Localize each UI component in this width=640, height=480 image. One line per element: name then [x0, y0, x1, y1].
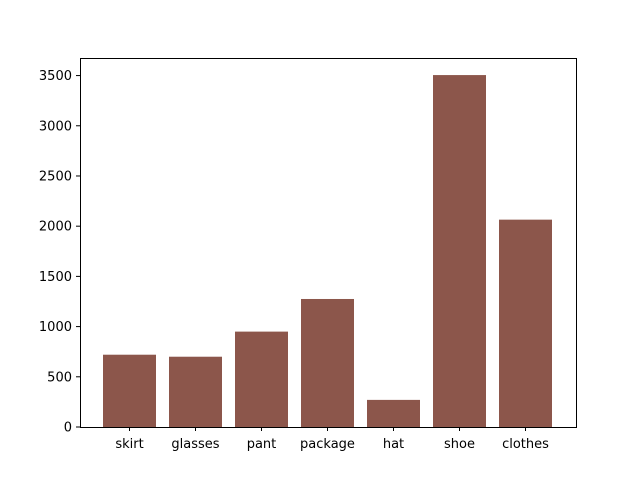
y-tick-label: 3000 — [39, 119, 72, 134]
x-tick-label: glasses — [171, 437, 219, 452]
bar-package — [301, 298, 354, 427]
x-tick-label: hat — [383, 437, 404, 452]
bar-glasses — [169, 356, 222, 427]
bar-pant — [235, 331, 288, 427]
y-tick-label: 1000 — [39, 320, 72, 335]
y-tick-label: 1500 — [39, 270, 72, 285]
bar-skirt — [103, 354, 156, 427]
y-tick-label: 2000 — [39, 220, 72, 235]
y-tick-label: 2500 — [39, 169, 72, 184]
y-tick-label: 500 — [47, 370, 72, 385]
y-tick-label: 0 — [64, 421, 72, 436]
x-tick-label: package — [300, 437, 355, 452]
plot-frame — [80, 58, 577, 428]
x-tick-label: shoe — [444, 437, 475, 452]
x-tick-label: clothes — [502, 437, 549, 452]
x-tick-label: pant — [247, 437, 277, 452]
bar-clothes — [499, 219, 552, 427]
bars-group — [103, 75, 552, 427]
x-axis: skirt glasses pant package hat shoe clothes — [115, 427, 549, 452]
bar-hat — [367, 399, 420, 427]
y-tick-label: 3500 — [39, 69, 72, 84]
bar-shoe — [433, 75, 486, 427]
x-tick-label: skirt — [115, 437, 143, 452]
y-axis: 0 500 1000 1500 2000 2500 3000 3500 — [39, 69, 80, 436]
